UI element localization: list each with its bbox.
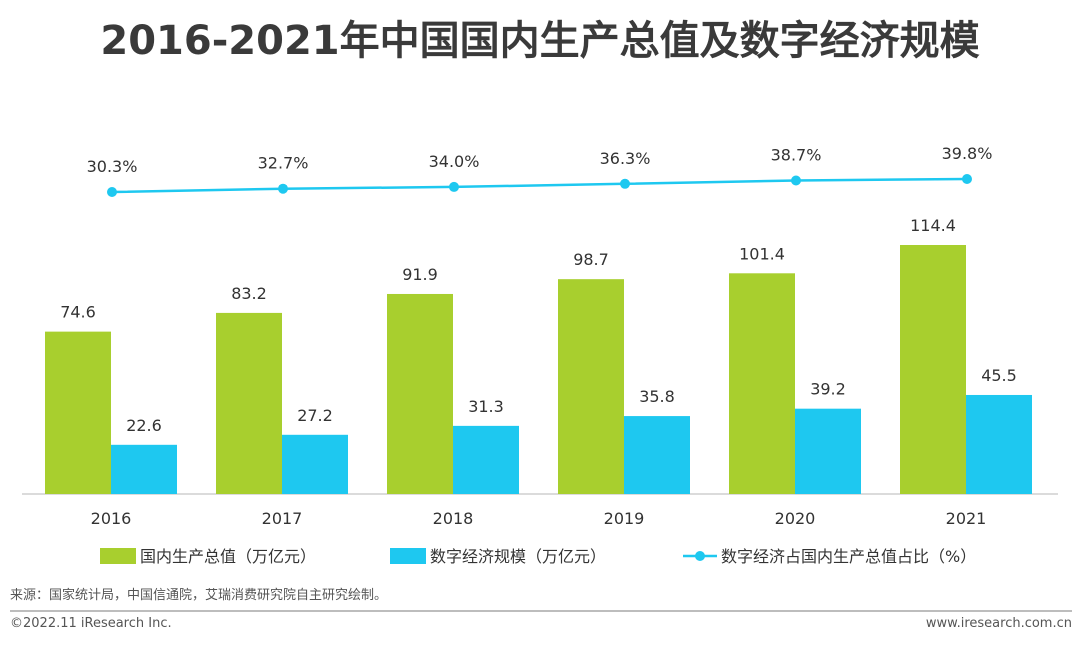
share-value-label: 30.3% [87,157,138,176]
combo-chart: 74.6 22.6 2016 83.2 27.2 2017 91.9 31.3 2018 98.7… [22,144,1058,566]
x-tick-label: 2016 [91,509,132,528]
copyright: ©2022.11 iResearch Inc. [10,616,172,631]
digital-economy-bar [111,444,177,494]
gdp-value-label: 98.7 [573,250,609,269]
source-note: 来源：国家统计局，中国信通院，艾瑞消费研究院自主研究绘制。 [10,588,388,603]
legend-label-share: 数字经济占国内生产总值占比（%） [721,547,976,566]
share-value-label: 36.3% [600,149,651,168]
x-tick-label: 2019 [604,509,645,528]
share-value-label: 32.7% [258,154,309,173]
share-line [111,177,968,194]
gdp-bar [45,331,111,494]
legend-label-digital-economy: 数字经济规模（万亿元） [430,547,606,566]
footer-divider [10,610,1072,612]
share-value-label: 39.8% [942,144,993,163]
chart-title: 2016-2021年中国国内生产总值及数字经济规模 [100,18,980,64]
x-tick-label: 2017 [262,509,303,528]
share-point [107,187,117,197]
website: www.iresearch.com.cn [925,616,1072,631]
digital-economy-bar [624,416,690,494]
digital-economy-value-label: 39.2 [810,380,846,399]
share-value-label: 38.7% [771,146,822,165]
x-tick-label: 2018 [433,509,474,528]
digital-economy-value-label: 27.2 [297,406,333,425]
gdp-bar [729,273,795,494]
share-value-label: 34.0% [429,152,480,171]
legend-swatch-gdp [100,548,136,564]
x-tick-label: 2021 [946,509,987,528]
gdp-value-label: 74.6 [60,303,96,322]
legend-swatch-share-point [695,551,705,561]
digital-economy-value-label: 31.3 [468,397,504,416]
legend-swatch-digital-economy [390,548,426,564]
share-point [278,183,288,194]
digital-economy-bar [282,434,348,494]
gdp-bar [387,293,453,494]
gdp-value-label: 83.2 [231,284,267,303]
share-point [791,175,801,186]
legend-label-gdp: 国内生产总值（万亿元） [140,547,316,566]
gdp-bar [216,312,282,494]
digital-economy-value-label: 45.5 [981,366,1017,385]
digital-economy-value-label: 35.8 [639,387,675,406]
digital-economy-bar [966,394,1032,494]
digital-economy-value-label: 22.6 [126,416,162,435]
x-tick-label: 2020 [775,509,816,528]
gdp-value-label: 114.4 [910,216,956,235]
gdp-value-label: 101.4 [739,244,785,263]
gdp-bar [900,245,966,494]
gdp-bar [558,279,624,494]
digital-economy-bar [795,408,861,494]
share-point [449,181,459,192]
gdp-value-label: 91.9 [402,265,438,284]
digital-economy-bar [453,425,519,494]
share-point [962,174,972,184]
share-point [620,178,630,189]
